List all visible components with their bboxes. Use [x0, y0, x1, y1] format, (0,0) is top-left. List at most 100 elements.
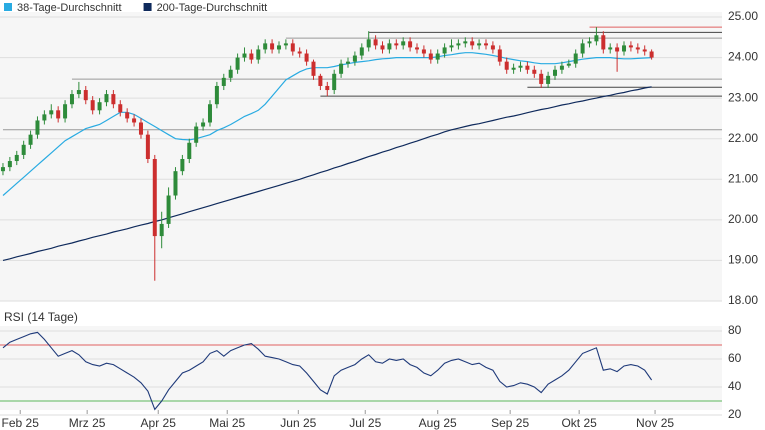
candle-body: [125, 112, 130, 119]
candle-body: [387, 43, 392, 50]
candle-body: [359, 47, 364, 56]
candle-body: [635, 47, 640, 50]
candle-body: [504, 61, 509, 70]
legend-label: 200-Tage-Durchschnitt: [157, 2, 268, 14]
candle-body: [311, 61, 316, 76]
candle-body: [539, 73, 544, 84]
candle-body: [290, 43, 295, 52]
y-tick-label: 21.00: [728, 171, 758, 185]
candle-body: [525, 65, 530, 70]
candle-body: [532, 69, 537, 74]
candle-body: [263, 43, 268, 50]
y-tick-label: 24.00: [728, 50, 758, 64]
candle-body: [339, 63, 344, 74]
candle-body: [408, 41, 413, 48]
candle-body: [270, 43, 275, 50]
candle-body: [242, 53, 247, 58]
legend-swatch: [4, 3, 12, 11]
candle-body: [518, 65, 523, 68]
candle-body: [477, 43, 482, 46]
candle-body: [97, 102, 102, 111]
x-tick-label: Sep 25: [491, 416, 529, 430]
candle-body: [221, 77, 226, 86]
candle-body: [463, 41, 468, 44]
candle-body: [345, 61, 350, 64]
candle-body: [63, 104, 68, 119]
y-tick-label: 23.00: [728, 90, 758, 104]
candle-body: [352, 55, 357, 62]
candle-body: [28, 134, 33, 145]
candle-body: [90, 100, 95, 111]
candle-body: [497, 49, 502, 62]
candle-body: [601, 35, 606, 50]
candle-body: [332, 73, 337, 91]
candle-body: [456, 43, 461, 46]
candle-body: [0, 167, 5, 172]
candle-body: [401, 41, 406, 46]
y-tick-label: 22.00: [728, 131, 758, 145]
candle-body: [56, 110, 61, 119]
candle-body: [428, 53, 433, 60]
rsi-line: [2, 331, 653, 411]
legend-label: 38-Tage-Durchschnitt: [17, 2, 122, 14]
candle-body: [380, 45, 385, 50]
x-tick-label: Feb 25: [2, 416, 40, 430]
candle-body: [414, 47, 419, 50]
candle-body: [421, 49, 426, 54]
candle-body: [587, 41, 592, 44]
y-tick-label: 40: [728, 379, 742, 393]
candle-body: [484, 43, 489, 46]
candle-body: [145, 134, 150, 159]
candle-body: [138, 122, 143, 135]
candle-body: [214, 85, 219, 105]
candle-body: [546, 75, 551, 84]
candle-body: [132, 118, 137, 123]
candle-body: [228, 69, 233, 78]
candle-body: [14, 154, 19, 162]
candle-body: [649, 51, 654, 58]
candle-body: [449, 45, 454, 48]
candle-body: [76, 90, 81, 95]
candle-body: [35, 120, 40, 135]
candle-body: [207, 104, 212, 123]
x-tick-label: Jun 25: [280, 416, 316, 430]
candle-body: [622, 45, 627, 52]
candle-body: [594, 35, 599, 42]
candle-body: [166, 195, 171, 224]
candle-body: [373, 39, 378, 46]
candle-body: [435, 53, 440, 60]
candle-body: [559, 65, 564, 70]
x-tick-label: Okt 25: [561, 416, 597, 430]
candle-body: [69, 94, 74, 105]
y-tick-label: 20: [728, 407, 742, 421]
candle-body: [111, 94, 116, 105]
candle-body: [553, 69, 558, 76]
y-tick-label: 18.00: [728, 293, 758, 307]
moving-average: [2, 86, 652, 261]
candle-body: [608, 47, 613, 50]
candle-body: [470, 41, 475, 46]
candle-body: [49, 110, 54, 115]
candle-body: [304, 53, 309, 62]
candle-body: [297, 51, 302, 54]
candle-body: [490, 45, 495, 50]
candle-body: [394, 43, 399, 46]
candle-body: [511, 67, 516, 70]
candle-body: [201, 122, 206, 127]
x-tick-label: Mrz 25: [69, 416, 106, 430]
y-tick-label: 19.00: [728, 253, 758, 267]
candle-body: [283, 43, 288, 46]
candle-body: [194, 126, 199, 143]
x-tick-label: Jul 25: [349, 416, 381, 430]
candle-body: [7, 161, 12, 168]
x-tick-label: Mai 25: [209, 416, 245, 430]
candle-body: [566, 63, 571, 66]
candle-body: [42, 114, 47, 121]
y-tick-label: 25.00: [728, 9, 758, 23]
candle-body: [573, 53, 578, 64]
candle-body: [325, 85, 330, 91]
candle-body: [628, 45, 633, 48]
x-tick-label: Aug 25: [419, 416, 457, 430]
